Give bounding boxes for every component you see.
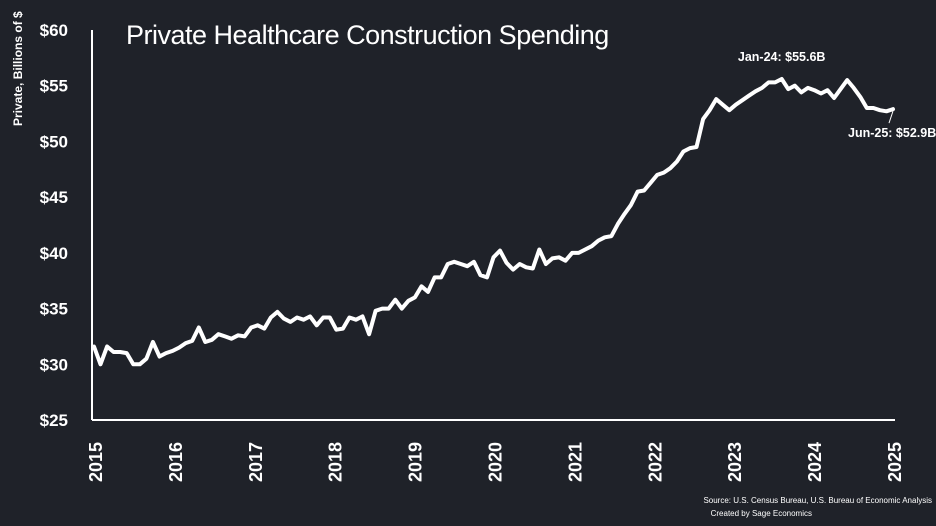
x-tick-label: 2020 [486, 442, 506, 482]
x-tick-label: 2019 [406, 442, 426, 482]
x-tick-label: 2024 [805, 442, 825, 482]
y-tick-label: $35 [40, 300, 68, 319]
x-axis-ticks: 2015 2016 2017 2018 2019 2020 2021 2022 2023 2024… [86, 442, 905, 482]
chart-title: Private Healthcare Construction Spending [126, 20, 609, 50]
annotation-leader [888, 110, 894, 124]
annotation-peak: Jan-24: $55.6B [738, 50, 826, 64]
credit-note: Created by Sage Economics [711, 509, 812, 518]
x-tick-label: 2025 [885, 442, 905, 482]
y-axis-label: Private, Billions of $ [11, 11, 25, 126]
annotations: Jan-24: $55.6B Jun-25: $52.9B [738, 50, 936, 140]
y-tick-label: $40 [40, 244, 68, 263]
y-tick-label: $60 [40, 21, 68, 40]
y-tick-label: $30 [40, 355, 68, 374]
x-tick-label: 2023 [725, 442, 745, 482]
y-axis-ticks: $25 $30 $35 $40 $45 $50 $55 $60 [40, 21, 68, 430]
y-tick-label: $45 [40, 188, 68, 207]
x-tick-label: 2018 [326, 442, 346, 482]
x-tick-label: 2015 [86, 442, 106, 482]
x-tick-label: 2017 [246, 442, 266, 482]
series-line [92, 77, 895, 367]
y-tick-label: $50 [40, 132, 68, 151]
annotation-latest: Jun-25: $52.9B [848, 126, 936, 140]
x-tick-label: 2022 [645, 442, 665, 482]
source-note: Source: U.S. Census Bureau, U.S. Bureau … [703, 496, 932, 505]
y-tick-label: $25 [40, 411, 68, 430]
y-tick-label: $55 [40, 77, 68, 96]
x-tick-label: 2021 [565, 442, 585, 482]
x-tick-label: 2016 [166, 442, 186, 482]
series-group [92, 77, 895, 367]
